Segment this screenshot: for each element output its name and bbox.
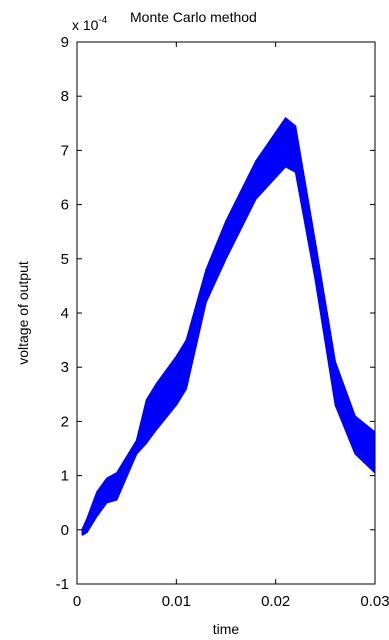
y-tick-label: 4 <box>61 305 69 322</box>
x-tick-label: 0.01 <box>162 593 191 610</box>
y-tick-label: 2 <box>61 413 69 430</box>
data-layer <box>81 117 375 536</box>
axis-exponent-label: x 10-4 <box>72 15 108 33</box>
chart-title: Monte Carlo method <box>130 9 257 25</box>
mc-run-line <box>81 117 375 531</box>
x-tick-label: 0.02 <box>261 593 290 610</box>
x-tick-label: 0 <box>73 593 81 610</box>
exponent-power: -4 <box>98 15 107 26</box>
y-axis-label: voltage of output <box>15 261 31 365</box>
y-tick-label: -1 <box>56 576 69 593</box>
x-tick-label: 0.03 <box>360 593 389 610</box>
y-tick-label: 8 <box>61 88 69 105</box>
y-tick-label: 7 <box>61 142 69 159</box>
exponent-base: x 10 <box>72 17 99 33</box>
y-tick-label: 6 <box>61 197 69 214</box>
y-tick-label: 3 <box>61 359 69 376</box>
y-tick-label: 1 <box>61 468 69 485</box>
x-axis-label: time <box>213 621 240 637</box>
y-tick-label: 5 <box>61 251 69 268</box>
axes-box <box>76 41 376 585</box>
y-tick-label: 0 <box>61 522 69 539</box>
y-tick-label: 9 <box>61 34 69 51</box>
